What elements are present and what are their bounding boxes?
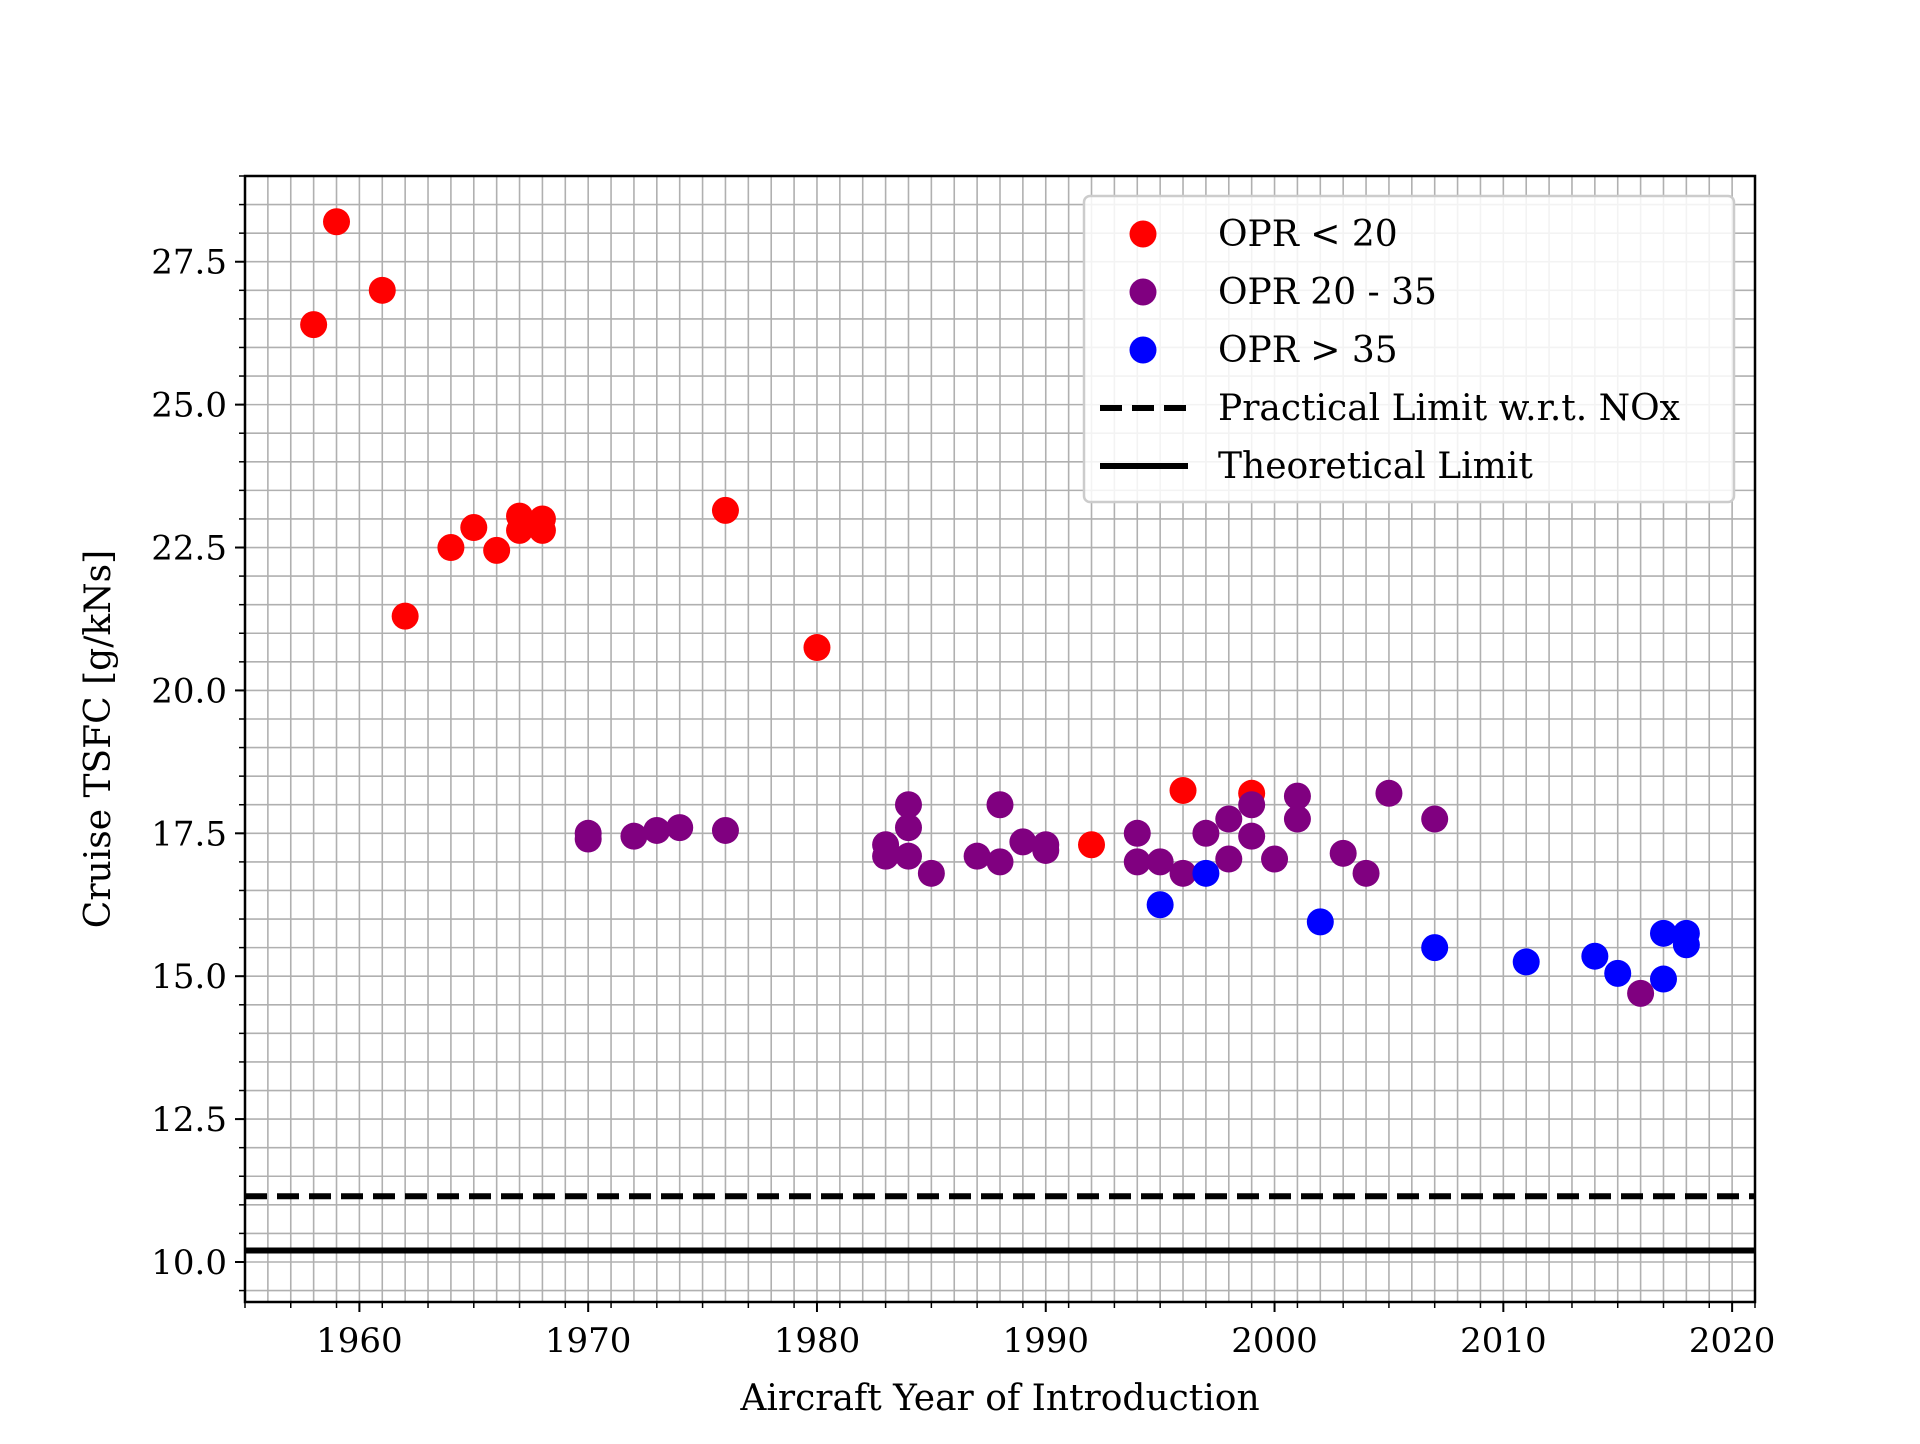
scatter-point-series-1 [620, 822, 648, 850]
scatter-point-series-1 [574, 825, 602, 853]
x-axis-label: Aircraft Year of Introduction [739, 1378, 1259, 1419]
scatter-point-series-1 [1421, 805, 1449, 833]
scatter-point-series-1 [1283, 805, 1311, 833]
reference-lines [245, 1193, 1755, 1254]
x-tick-label: 2000 [1231, 1321, 1318, 1361]
scatter-point-series-0 [528, 516, 556, 544]
scatter-point-series-0 [391, 602, 419, 630]
scatter-point-series-1 [1146, 848, 1174, 876]
y-tick-label: 20.0 [151, 671, 227, 711]
scatter-point-series-1 [894, 791, 922, 819]
scatter-point-series-1 [1169, 859, 1197, 887]
y-tick-label: 22.5 [151, 529, 227, 569]
scatter-point-series-0 [323, 208, 351, 236]
x-tick-label: 1990 [1002, 1321, 1089, 1361]
y-tick-label: 17.5 [151, 814, 227, 854]
scatter-point-series-2 [1192, 859, 1220, 887]
scatter-point-series-1 [1123, 819, 1151, 847]
scatter-point-series-1 [894, 814, 922, 842]
legend-marker [1129, 278, 1157, 306]
legend-label: Practical Limit w.r.t. NOx [1218, 388, 1680, 429]
scatter-point-series-1 [1032, 836, 1060, 864]
x-tick-label: 2020 [1689, 1321, 1776, 1361]
scatter-point-series-0 [711, 496, 739, 524]
scatter-point-series-0 [300, 311, 328, 339]
legend-marker [1129, 220, 1157, 248]
y-tick-label: 25.0 [151, 386, 227, 426]
y-tick-label: 10.0 [151, 1243, 227, 1283]
scatter-point-series-1 [1215, 845, 1243, 873]
data-points [300, 208, 1700, 1007]
scatter-point-series-0 [437, 534, 465, 562]
plot-frame [243, 174, 1757, 1304]
scatter-point-series-1 [1123, 848, 1151, 876]
y-axis-label: Cruise TSFC [g/kNs] [78, 550, 119, 928]
scatter-point-series-1 [1329, 839, 1357, 867]
scatter-point-series-0 [1078, 831, 1106, 859]
scatter-point-series-0 [460, 514, 488, 542]
scatter-point-series-0 [483, 536, 511, 564]
scatter-point-series-1 [1375, 779, 1403, 807]
x-tick-label: 1970 [545, 1321, 632, 1361]
scatter-point-series-1 [1215, 805, 1243, 833]
scatter-point-series-2 [1672, 931, 1700, 959]
legend-label: OPR > 35 [1218, 330, 1398, 371]
scatter-point-series-1 [711, 816, 739, 844]
scatter-point-series-1 [1627, 979, 1655, 1007]
scatter-point-series-0 [803, 634, 831, 662]
scatter-point-series-2 [1306, 908, 1334, 936]
scatter-point-series-1 [666, 814, 694, 842]
scatter-point-series-1 [894, 842, 922, 870]
scatter-point-series-2 [1146, 891, 1174, 919]
scatter-point-series-1 [917, 859, 945, 887]
scatter-point-series-1 [1238, 791, 1266, 819]
scatter-point-series-0 [1169, 776, 1197, 804]
scatter-point-series-1 [1238, 822, 1266, 850]
scatter-point-series-1 [643, 816, 671, 844]
legend-marker [1129, 336, 1157, 364]
scatter-point-series-1 [1261, 845, 1289, 873]
scatter-point-series-2 [1649, 965, 1677, 993]
scatter-point-series-0 [368, 276, 396, 304]
scatter-point-series-2 [1512, 948, 1540, 976]
y-tick-label: 27.5 [151, 243, 227, 283]
x-tick-label: 1980 [774, 1321, 861, 1361]
scatter-point-series-1 [1009, 828, 1037, 856]
legend-label: Theoretical Limit [1218, 446, 1533, 487]
scatter-point-series-2 [1581, 942, 1609, 970]
y-tick-label: 15.0 [151, 957, 227, 997]
legend-label: OPR 20 - 35 [1218, 272, 1437, 313]
scatter-point-series-1 [1283, 782, 1311, 810]
scatter-point-series-1 [872, 842, 900, 870]
x-tick-label: 1960 [316, 1321, 403, 1361]
x-tick-label: 2010 [1460, 1321, 1547, 1361]
scatter-point-series-2 [1604, 959, 1632, 987]
scatter-point-series-0 [506, 516, 534, 544]
scatter-point-series-1 [1192, 819, 1220, 847]
scatter-point-series-1 [986, 848, 1014, 876]
legend-box [1082, 194, 1736, 504]
scatter-point-series-2 [1649, 919, 1677, 947]
legend: OPR < 20 OPR 20 - 35 OPR > 35 Practical Lim… [1082, 194, 1736, 504]
y-tick-label: 12.5 [151, 1100, 227, 1140]
axis-ticks: 1960 1970 1980 1990 2000 2010 2020 10.0 12.5 15.0… [151, 175, 1776, 1361]
scatter-point-series-1 [1352, 859, 1380, 887]
legend-label: OPR < 20 [1218, 214, 1398, 255]
scatter-point-series-2 [1421, 934, 1449, 962]
scatter-point-series-1 [986, 791, 1014, 819]
scatter-point-series-1 [963, 842, 991, 870]
